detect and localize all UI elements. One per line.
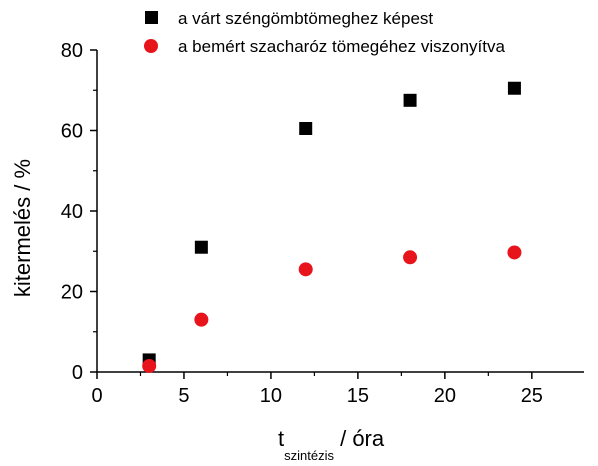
x-axis-title-main: t [278,426,284,451]
y-tick-label: 20 [61,282,83,304]
x-tick-label: 10 [260,385,282,407]
data-point-series-2 [142,358,157,373]
y-tick-label: 80 [61,40,83,62]
legend-label-series-1: a várt széngömbtömeghez képest [178,9,433,28]
x-tick-label: 15 [347,385,369,407]
data-points [142,81,522,373]
y-tick-label: 60 [61,121,83,143]
legend-label-series-2: a bemért szacharóz tömegéhez viszonyítva [178,37,505,56]
data-point-series-1 [403,93,417,107]
data-point-series-2 [298,262,313,277]
data-point-series-1 [507,81,521,95]
y-axis-title: kitermelés / % [10,159,35,297]
legend-marker-series-2 [144,39,158,53]
y-ticks: 0 20 40 60 80 [61,40,97,384]
data-point-series-2 [194,312,209,327]
y-tick-label: 0 [72,362,83,384]
legend: a várt széngömbtömeghez képest a bemért … [144,9,505,56]
x-tick-label: 0 [91,385,102,407]
x-tick-label: 25 [521,385,543,407]
data-point-series-2 [507,245,522,260]
data-point-series-2 [403,250,418,265]
x-axis-title-unit: / óra [334,426,385,451]
legend-marker-series-1 [145,11,158,24]
x-ticks: 0 5 10 15 20 25 [91,372,543,407]
x-axis-title-sub: szintézis [284,448,334,463]
data-point-series-1 [299,121,313,135]
x-axis-title: tszintézis / óra [278,426,385,463]
data-point-series-1 [194,240,208,254]
y-tick-label: 40 [61,201,83,223]
x-tick-label: 5 [178,385,189,407]
x-tick-label: 20 [434,385,456,407]
